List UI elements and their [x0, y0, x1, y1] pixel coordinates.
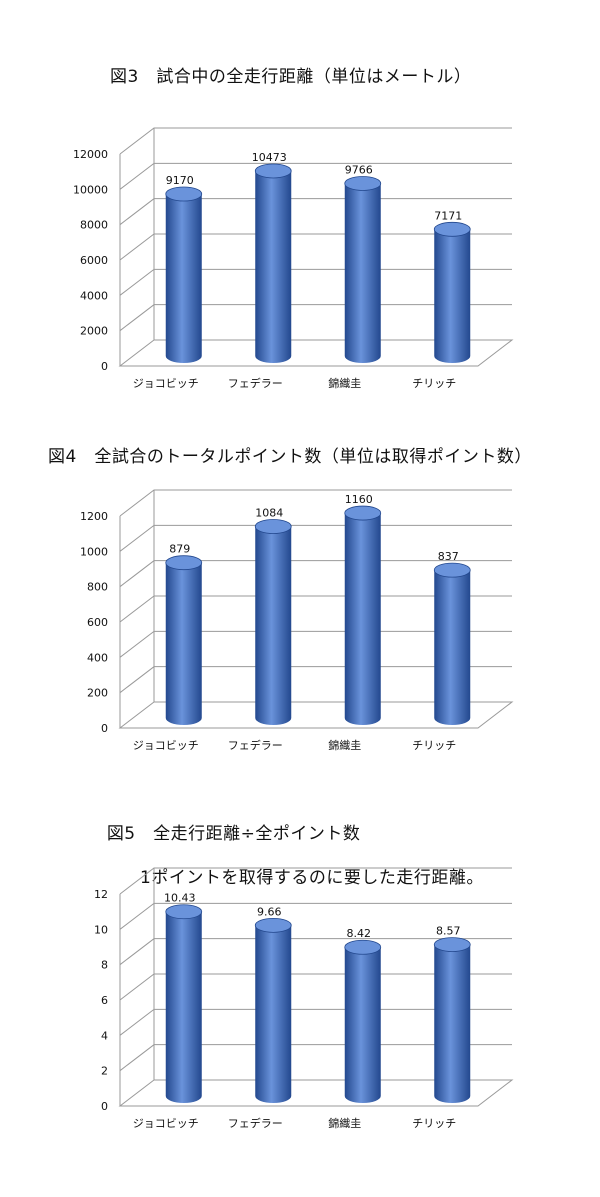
figure5-title-line1: 図5 全走行距離÷全ポイント数	[106, 824, 361, 844]
gridline	[119, 938, 512, 966]
y-tick-label: 8	[101, 959, 108, 972]
figure4-bar-chart: 0 200 400 600 800 1000 1200 879 ジョコビッチ 1084 フェデラー 1…	[80, 489, 514, 752]
chart-grid	[118, 489, 514, 729]
y-tick-label: 10	[94, 923, 108, 936]
gridline	[119, 524, 512, 552]
gridline	[119, 198, 512, 226]
data-label: 9170	[166, 174, 194, 187]
bar	[433, 562, 471, 725]
y-tick-label: 0	[101, 360, 108, 373]
x-category-label: フェデラー	[228, 376, 283, 390]
y-tick-label: 0	[101, 1100, 108, 1113]
y-tick-label: 200	[87, 687, 108, 700]
bar	[344, 939, 382, 1103]
data-label: 8.42	[347, 927, 372, 940]
data-label: 9.66	[257, 905, 282, 918]
x-category-label: チリッチ	[412, 1117, 456, 1130]
bar	[165, 555, 203, 725]
x-category-label: ジョコビッチ	[133, 377, 199, 390]
gridline	[119, 973, 512, 1001]
gridline	[119, 867, 512, 895]
x-category-label: ジョコビッチ	[133, 1117, 199, 1130]
data-label: 9766	[345, 163, 373, 176]
gridline	[119, 127, 512, 155]
figure5-title: 図5 全走行距離÷全ポイント数 1ポイントを取得するのに要した走行距離。	[95, 801, 484, 911]
y-tick-label: 1200	[80, 510, 108, 523]
y-tick-label: 800	[87, 581, 108, 594]
figure4-title: 図4 全試合のトータルポイント数（単位は取得ポイント数）	[48, 447, 532, 467]
bar	[254, 163, 292, 363]
figure5-title-line2: 1ポイントを取得するのに要した走行距離。	[140, 868, 484, 888]
chart-grid	[118, 127, 514, 367]
gridline	[119, 666, 512, 694]
gridline	[119, 902, 512, 930]
y-tick-label: 4000	[80, 289, 108, 302]
y-tick-label: 8000	[80, 219, 108, 232]
x-category-label: チリッチ	[412, 739, 456, 752]
bar	[433, 937, 471, 1103]
y-tick-label: 4	[101, 1029, 108, 1042]
y-tick-label: 10000	[73, 183, 108, 196]
y-tick-label: 12000	[73, 148, 108, 161]
figure3-bar-chart: 0 2000 4000 6000 8000 10000 12000 9170 ジョコビッチ 104…	[73, 127, 514, 390]
bar	[254, 917, 292, 1103]
bar	[254, 519, 292, 725]
y-tick-label: 1000	[80, 545, 108, 558]
chart-grid	[118, 867, 514, 1107]
x-category-label: フェデラー	[228, 1116, 283, 1130]
data-label: 1084	[255, 506, 283, 519]
data-label: 837	[438, 550, 459, 563]
gridline	[119, 630, 512, 658]
gridline	[119, 162, 512, 190]
data-label: 10473	[252, 151, 287, 164]
figure3-title: 図3 試合中の全走行距離（単位はメートル）	[110, 67, 472, 87]
gridline	[119, 1008, 512, 1036]
y-tick-label: 400	[87, 651, 108, 664]
gridline	[119, 560, 512, 588]
bar	[344, 505, 382, 725]
y-tick-label: 6	[101, 994, 108, 1007]
y-tick-label: 0	[101, 722, 108, 735]
bar	[344, 176, 382, 363]
data-label: 8.57	[436, 925, 461, 938]
y-tick-label: 12	[94, 888, 108, 901]
y-tick-label: 6000	[80, 254, 108, 267]
data-label: 7171	[434, 209, 462, 222]
bar	[433, 221, 471, 363]
gridline	[119, 268, 512, 296]
x-category-label: フェデラー	[228, 738, 283, 752]
y-tick-label: 2000	[80, 325, 108, 338]
gridline	[119, 1044, 512, 1072]
gridline	[119, 304, 512, 332]
x-category-label: 錦織圭	[328, 738, 361, 752]
data-label: 1160	[345, 493, 373, 506]
data-label: 10.43	[164, 892, 196, 905]
x-category-label: ジョコビッチ	[133, 739, 199, 752]
gridline	[119, 489, 512, 517]
gridline	[119, 233, 512, 261]
x-category-label: 錦織圭	[328, 376, 361, 390]
x-category-label: 錦織圭	[328, 1116, 361, 1130]
bar	[165, 904, 203, 1103]
y-tick-label: 2	[101, 1065, 108, 1078]
y-tick-label: 600	[87, 616, 108, 629]
figure5-bar-chart: 0 2 4 6 8 10 12 10.43 ジョコビッチ 9.66 フェデラー 8.42 錦織圭 8.57…	[94, 867, 514, 1130]
bar	[165, 186, 203, 363]
gridline	[119, 595, 512, 623]
data-label: 879	[169, 543, 190, 556]
x-category-label: チリッチ	[412, 377, 456, 390]
